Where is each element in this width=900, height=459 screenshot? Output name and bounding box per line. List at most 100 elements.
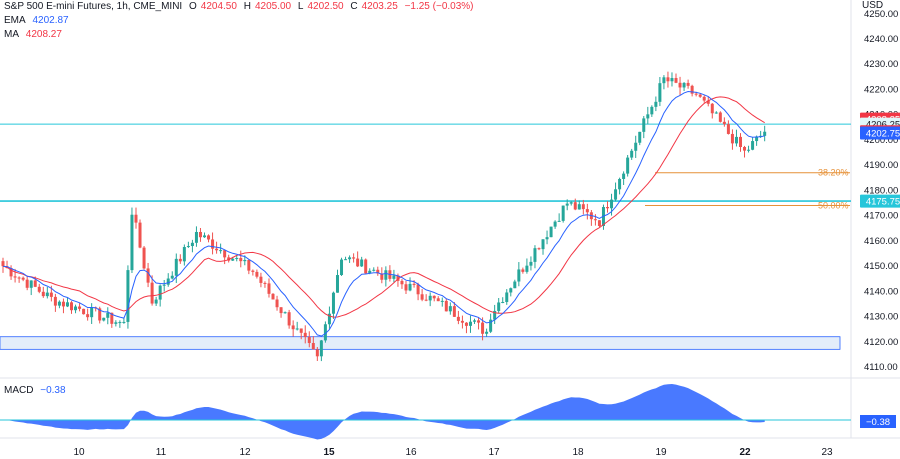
macd-value: −0.38 xyxy=(40,385,66,396)
candle-body xyxy=(243,259,247,262)
candle-body xyxy=(489,319,493,332)
candle-body xyxy=(529,261,533,266)
candle-body xyxy=(227,257,231,261)
candle-body xyxy=(158,285,162,300)
candle-body xyxy=(638,131,642,143)
candle-body xyxy=(311,343,315,350)
candle-body xyxy=(412,283,416,285)
time-tick-label: 22 xyxy=(739,447,751,458)
candle-body xyxy=(537,248,541,250)
ohlc-open-label: O xyxy=(189,1,197,12)
candle-body xyxy=(259,276,263,283)
candle-body xyxy=(13,276,17,278)
candle-body xyxy=(110,312,114,324)
candle-body xyxy=(1,261,5,267)
candle-body xyxy=(356,258,360,267)
candle-body xyxy=(477,320,481,323)
ohlc-high-value: 4205.00 xyxy=(254,1,292,12)
candle-body xyxy=(364,259,368,274)
ema-value: 4202.87 xyxy=(32,15,69,26)
candle-body xyxy=(231,258,235,261)
candle-body xyxy=(408,283,412,291)
candle-body xyxy=(134,214,138,223)
macd-area xyxy=(3,384,765,440)
candle-body xyxy=(307,336,311,344)
candle-body xyxy=(460,320,464,323)
candle-body xyxy=(319,340,323,357)
ohlc-high-label: H xyxy=(243,1,251,12)
candle-body xyxy=(614,189,618,200)
candle-body xyxy=(396,275,400,281)
candle-body xyxy=(585,209,589,213)
candle-body xyxy=(138,222,142,248)
candle-body xyxy=(239,258,243,262)
candle-body xyxy=(263,282,267,284)
candle-body xyxy=(722,121,726,125)
candle-body xyxy=(642,118,646,132)
macd-badge-label: −0.38 xyxy=(866,417,890,428)
time-tick-label: 19 xyxy=(655,447,667,458)
price-tick-label: 4160.00 xyxy=(864,236,898,247)
candle-body xyxy=(670,78,674,82)
candle-body xyxy=(78,306,82,309)
candle-body xyxy=(577,204,581,210)
candle-body xyxy=(17,277,21,279)
candle-body xyxy=(666,77,670,82)
price-tick-label: 4240.00 xyxy=(864,34,898,45)
candle-body xyxy=(702,96,706,101)
price-tick-label: 4150.00 xyxy=(864,261,898,272)
candle-body xyxy=(654,101,658,107)
ma-value: 4208.27 xyxy=(25,29,62,40)
candle-body xyxy=(428,295,432,301)
candle-body xyxy=(223,250,227,258)
price-tick-label: 4140.00 xyxy=(864,286,898,297)
candle-body xyxy=(565,203,569,206)
candle-body xyxy=(432,295,436,299)
candle-body xyxy=(718,112,722,122)
candle-body xyxy=(404,284,408,291)
candle-body xyxy=(646,114,650,119)
candle-body xyxy=(569,202,573,204)
candle-body xyxy=(53,296,57,306)
time-tick-label: 15 xyxy=(323,447,335,458)
candle-body xyxy=(509,288,513,293)
candle-body xyxy=(303,332,307,337)
candle-body xyxy=(174,258,178,276)
ohlc-low-value: 4202.50 xyxy=(307,1,344,12)
price-tick-label: 4200.00 xyxy=(864,135,898,146)
candle-body xyxy=(549,226,553,238)
candle-body xyxy=(533,248,537,262)
price-tick-label: 4180.00 xyxy=(864,185,898,196)
candle-body xyxy=(452,306,456,317)
candle-body xyxy=(505,292,509,302)
candle-body xyxy=(279,307,283,314)
candle-body xyxy=(190,242,194,247)
candle-body xyxy=(581,204,585,210)
candle-body xyxy=(344,259,348,261)
candle-body xyxy=(130,214,134,271)
price-tick-label: 4190.00 xyxy=(864,160,898,171)
candle-body xyxy=(747,149,751,151)
candle-body xyxy=(70,302,74,311)
candle-body xyxy=(271,293,275,300)
candle-body xyxy=(368,270,372,274)
candle-body xyxy=(694,93,698,95)
candle-body xyxy=(481,322,485,334)
ma-legend[interactable]: MA 4208.27 xyxy=(4,29,66,40)
time-tick-label: 11 xyxy=(156,447,167,458)
candle-body xyxy=(658,83,662,102)
candle-body xyxy=(126,270,130,322)
candle-body xyxy=(662,77,666,84)
candle-body xyxy=(420,294,424,300)
candle-body xyxy=(501,301,505,303)
ema-legend[interactable]: EMA 4202.87 xyxy=(4,15,73,26)
candle-body xyxy=(335,275,339,293)
candle-body xyxy=(82,308,86,315)
macd-legend[interactable]: MACD −0.38 xyxy=(4,385,70,396)
candle-body xyxy=(634,142,638,151)
candle-body xyxy=(106,312,110,318)
time-tick-label: 17 xyxy=(488,447,500,458)
instrument-title[interactable]: S&P 500 E-mini Futures, 1h, CME_MINI xyxy=(4,1,183,12)
price-badge-label: 4202.75 xyxy=(866,128,900,139)
